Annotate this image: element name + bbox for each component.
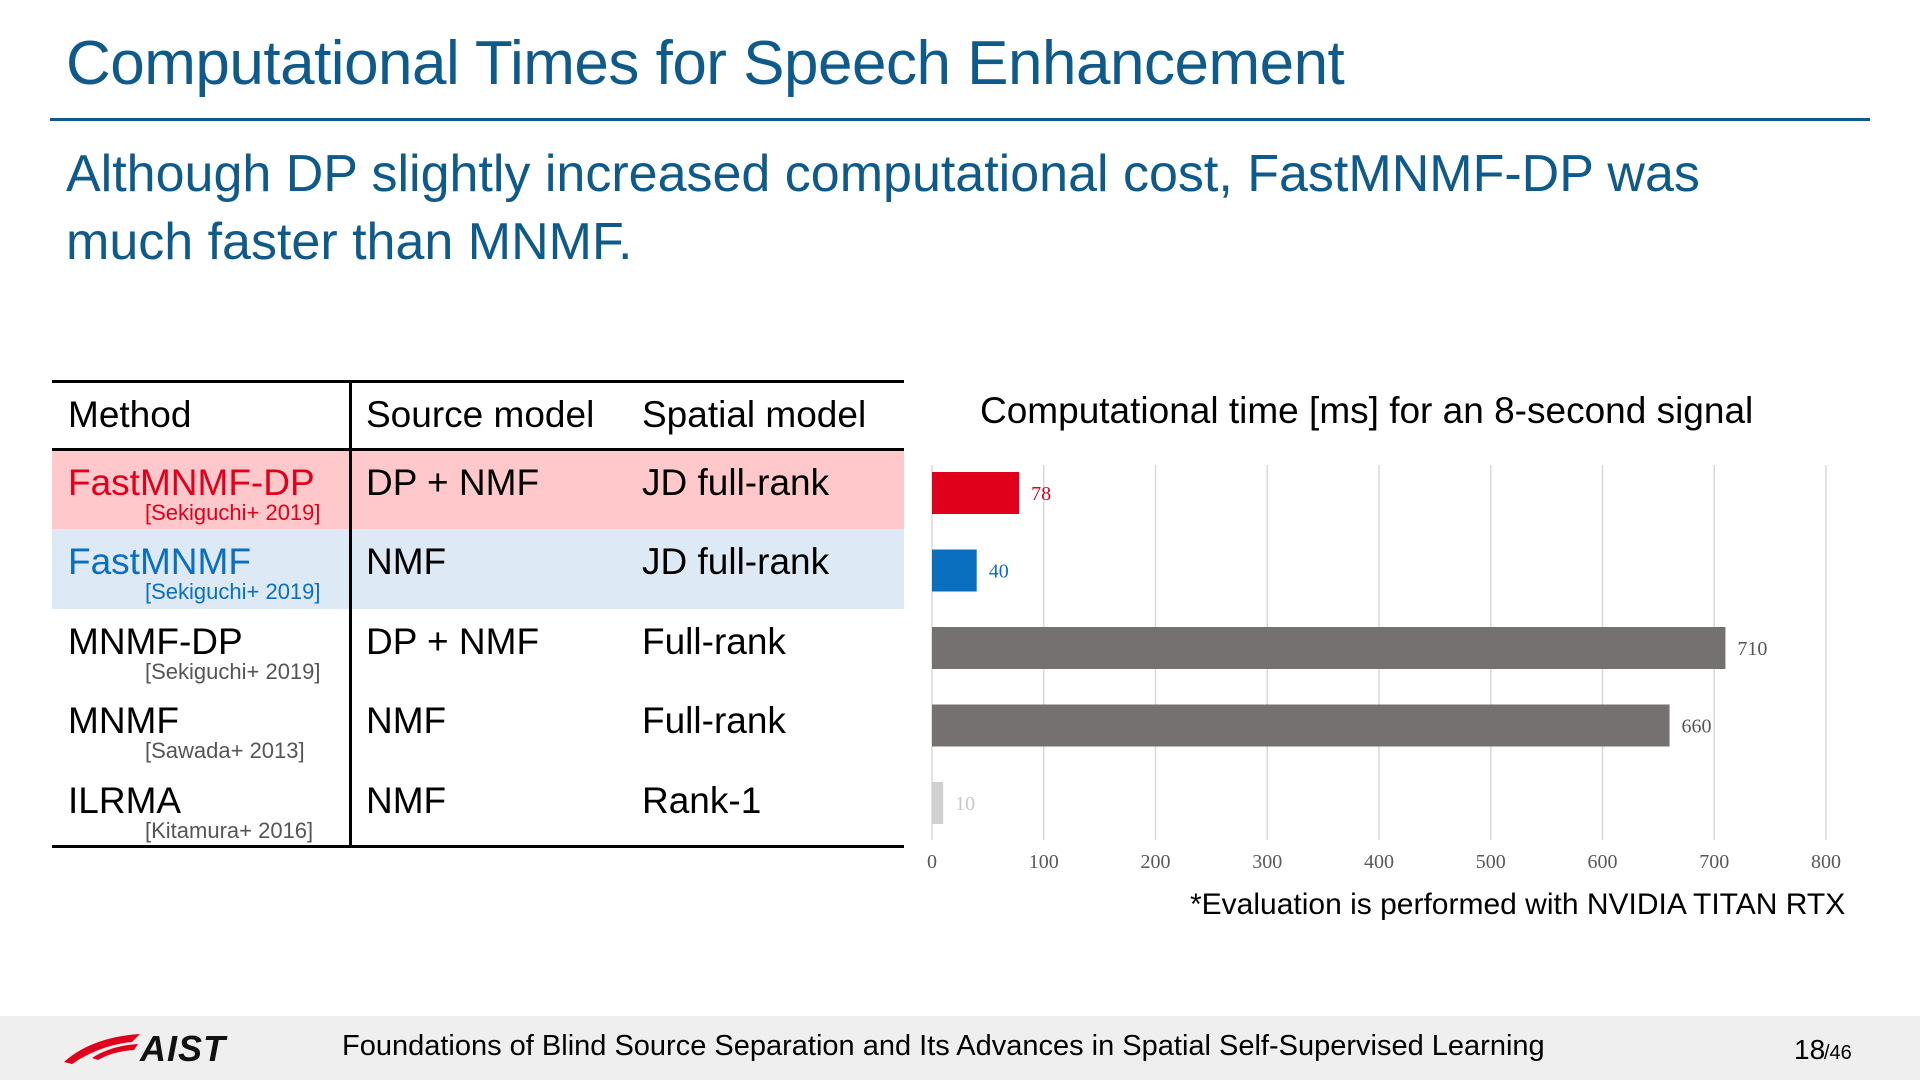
table-header-rule [52, 448, 904, 451]
title-divider [50, 118, 1870, 121]
data-label: 40 [989, 561, 1009, 583]
bar [932, 782, 944, 824]
method-name: FastMNMF [68, 541, 251, 583]
data-label: 660 [1682, 716, 1712, 738]
method-citation: [Sekiguchi+ 2019] [145, 658, 321, 684]
method-name: ILRMA [68, 779, 182, 821]
x-tick-label: 400 [1364, 851, 1394, 873]
spatial-model-cell: JD full-rank [642, 541, 830, 583]
data-label: 78 [1031, 483, 1051, 505]
x-tick-label: 100 [1029, 851, 1059, 873]
bar [932, 472, 1020, 514]
footer: AIST Foundations of Blind Source Separat… [0, 1016, 1920, 1080]
source-model-cell: DP + NMF [366, 462, 540, 503]
spatial-model-cell: Rank-1 [642, 779, 762, 821]
x-tick-label: 700 [1699, 851, 1729, 873]
header-method: Method [68, 394, 192, 435]
source-model-cell: NMF [366, 779, 447, 821]
x-tick-label: 500 [1476, 851, 1506, 873]
table-row: FastMNMF-DP [Sekiguchi+ 2019] DP + NMF JD f… [52, 450, 904, 530]
bar [932, 549, 977, 592]
bar [932, 627, 1726, 669]
method-name: MNMF [68, 700, 179, 742]
page-total: /46 [1824, 1042, 1852, 1064]
method-name: FastMNMF-DP [68, 462, 315, 503]
bar [932, 704, 1670, 747]
data-label: 10 [955, 793, 975, 815]
table-column-divider [349, 380, 352, 848]
data-label: 710 [1737, 638, 1767, 660]
spatial-model-cell: Full-rank [642, 620, 786, 662]
table-header-row: Method Source model Spatial model [52, 380, 904, 460]
chart-title: Computational time [ms] for an 8-second … [980, 390, 1754, 431]
x-tick-label: 800 [1811, 851, 1841, 873]
logo-wordmark: AIST [140, 1028, 227, 1069]
slide-title: Computational Times for Speech Enhanceme… [66, 29, 1345, 98]
x-tick-label: 300 [1252, 851, 1282, 873]
method-citation: [Sekiguchi+ 2019] [145, 500, 321, 525]
table-top-rule [52, 380, 904, 383]
header-spatial-model: Spatial model [642, 394, 867, 435]
method-name: MNMF-DP [68, 620, 243, 662]
table-bottom-rule [52, 845, 904, 848]
source-model-cell: NMF [366, 700, 447, 742]
method-citation: [Sawada+ 2013] [145, 738, 305, 764]
x-tick-label: 200 [1141, 851, 1171, 873]
method-citation: [Kitamura+ 2016] [145, 817, 314, 843]
table-row: MNMF-DP [Sekiguchi+ 2019] DP + NMF Full-ran… [52, 608, 904, 689]
spatial-model-cell: Full-rank [642, 700, 786, 742]
spatial-model-cell: JD full-rank [642, 462, 830, 503]
x-tick-label: 0 [927, 851, 937, 873]
page-number: 18 [1794, 1034, 1826, 1065]
x-tick-label: 600 [1588, 851, 1618, 873]
table-row: MNMF [Sawada+ 2013] NMF Full-rank [52, 688, 904, 768]
table-row: ILRMA [Kitamura+ 2016] NMF Rank-1 [52, 767, 904, 847]
slide-subtitle: Although DP slightly increased computati… [66, 145, 1700, 271]
aist-swoosh-icon [64, 1034, 140, 1064]
footnote: *Evaluation is performed with NVIDIA TIT… [1190, 888, 1846, 921]
table-row: FastMNMF [Sekiguchi+ 2019] NMF JD full-rank [52, 529, 904, 609]
method-citation: [Sekiguchi+ 2019] [145, 579, 321, 605]
methods-table: Method Source model Spatial model FastMN… [52, 380, 904, 848]
computational-time-chart: 0 100 200 300 400 500 600 700 800 78 40 710 660 10 [927, 465, 1841, 873]
aist-logo: AIST [62, 1028, 242, 1069]
footer-title: Foundations of Blind Source Separation a… [342, 1030, 1545, 1062]
source-model-cell: DP + NMF [366, 620, 540, 662]
header-source-model: Source model [366, 394, 595, 435]
source-model-cell: NMF [366, 541, 447, 583]
